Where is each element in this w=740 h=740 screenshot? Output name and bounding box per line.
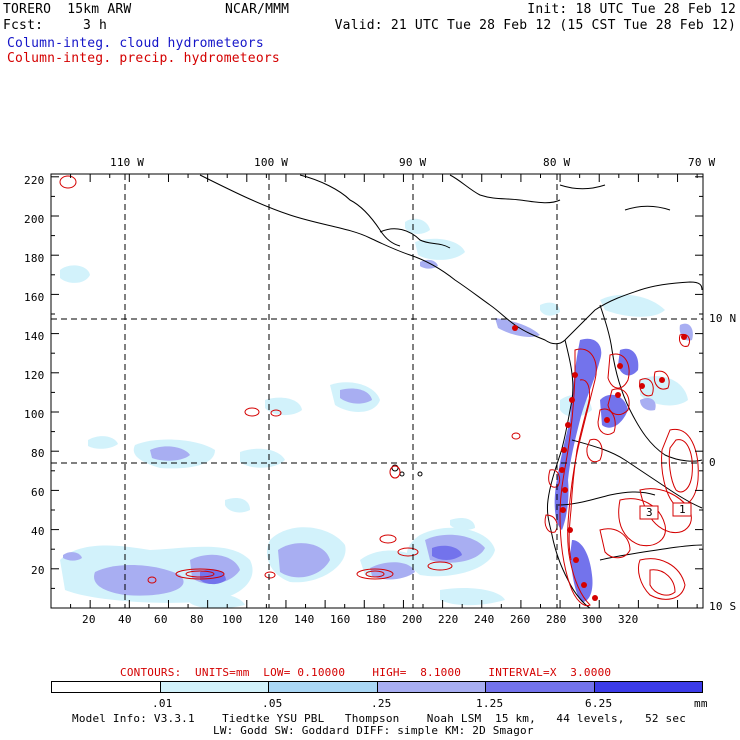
- x-tick-280: 280: [546, 613, 567, 626]
- contour-label-3: 3: [646, 506, 653, 519]
- axis-ticks: [50, 174, 703, 609]
- lat-lon-grid: [51, 174, 703, 608]
- lon-label-110w: 110 W: [110, 156, 145, 169]
- x-tick-260: 260: [510, 613, 531, 626]
- x-tick-140: 140: [294, 613, 315, 626]
- forecast-hour: 3 h: [83, 18, 108, 33]
- lat-label-10n: 10 N: [709, 312, 737, 325]
- precip-contours: [59, 175, 699, 607]
- y-tick-60: 60: [31, 486, 45, 499]
- y-tick-160: 160: [24, 291, 45, 304]
- y-tick-120: 120: [24, 369, 45, 382]
- x-tick-40: 40: [118, 613, 132, 626]
- x-tick-120: 120: [258, 613, 279, 626]
- x-tick-80: 80: [190, 613, 204, 626]
- model-title: TORERO 15km ARW: [3, 2, 132, 17]
- colorbar-tick-125: 1.25: [476, 697, 504, 710]
- colorbar-tick-625: 6.25: [585, 697, 613, 710]
- x-tick-220: 220: [438, 613, 459, 626]
- contour-label-boxes: [639, 502, 692, 520]
- x-tick-300: 300: [582, 613, 603, 626]
- x-tick-160: 160: [330, 613, 351, 626]
- x-tick-180: 180: [366, 613, 387, 626]
- valid-time: Valid: 21 UTC Tue 28 Feb 12 (15 CST Tue …: [334, 18, 736, 33]
- model-info: Model Info: V3.3.1 Tiedtke YSU PBL Thomp…: [72, 712, 687, 725]
- x-tick-240: 240: [474, 613, 495, 626]
- lat-label-10s: 10 S: [709, 600, 737, 613]
- y-tick-80: 80: [31, 447, 45, 460]
- legend-cloud-hydrometeors: Column-integ. cloud hydrometeors: [7, 36, 264, 51]
- lat-label-0: 0: [709, 456, 716, 469]
- contour-label-1: 1: [679, 503, 686, 516]
- colorbar-bin: [486, 682, 595, 692]
- model-info-physics: LW: Godd SW: Goddard DIFF: simple KM: 2D…: [213, 724, 534, 737]
- contours-info: CONTOURS: UNITS=mm LOW= 0.10000 HIGH= 8.…: [120, 666, 612, 679]
- colorbar-tick-001: .01: [152, 697, 173, 710]
- x-tick-60: 60: [154, 613, 168, 626]
- colorbar: [51, 681, 703, 693]
- y-tick-140: 140: [24, 330, 45, 343]
- init-time: Init: 18 UTC Tue 28 Feb 12: [527, 2, 736, 17]
- x-tick-100: 100: [222, 613, 243, 626]
- colorbar-bin: [269, 682, 378, 692]
- y-tick-20: 20: [31, 564, 45, 577]
- y-tick-100: 100: [24, 408, 45, 421]
- colorbar-bin: [160, 682, 269, 692]
- y-tick-40: 40: [31, 525, 45, 538]
- x-tick-20: 20: [82, 613, 96, 626]
- cloud-hydrometeor-field: [60, 218, 693, 609]
- colorbar-tick-025: .25: [371, 697, 392, 710]
- colorbar-tick-005: .05: [262, 697, 283, 710]
- colorbar-units: mm: [694, 697, 708, 710]
- center-label: NCAR/MMM: [225, 2, 290, 17]
- map-frame: [50, 173, 704, 609]
- colorbar-bin: [52, 682, 161, 692]
- precip-intense-cores: [512, 325, 687, 601]
- legend-precip-hydrometeors: Column-integ. precip. hydrometeors: [7, 51, 280, 66]
- x-tick-320: 320: [618, 613, 639, 626]
- forecast-label: Fcst:: [3, 18, 44, 33]
- y-tick-200: 200: [24, 213, 45, 226]
- lon-label-70w: 70 W: [688, 156, 716, 169]
- x-tick-200: 200: [402, 613, 423, 626]
- lon-label-100w: 100 W: [254, 156, 289, 169]
- y-tick-180: 180: [24, 252, 45, 265]
- y-tick-220: 220: [24, 174, 45, 187]
- lon-label-80w: 80 W: [543, 156, 571, 169]
- colorbar-bin: [594, 682, 702, 692]
- lon-label-90w: 90 W: [399, 156, 427, 169]
- colorbar-bin: [377, 682, 486, 692]
